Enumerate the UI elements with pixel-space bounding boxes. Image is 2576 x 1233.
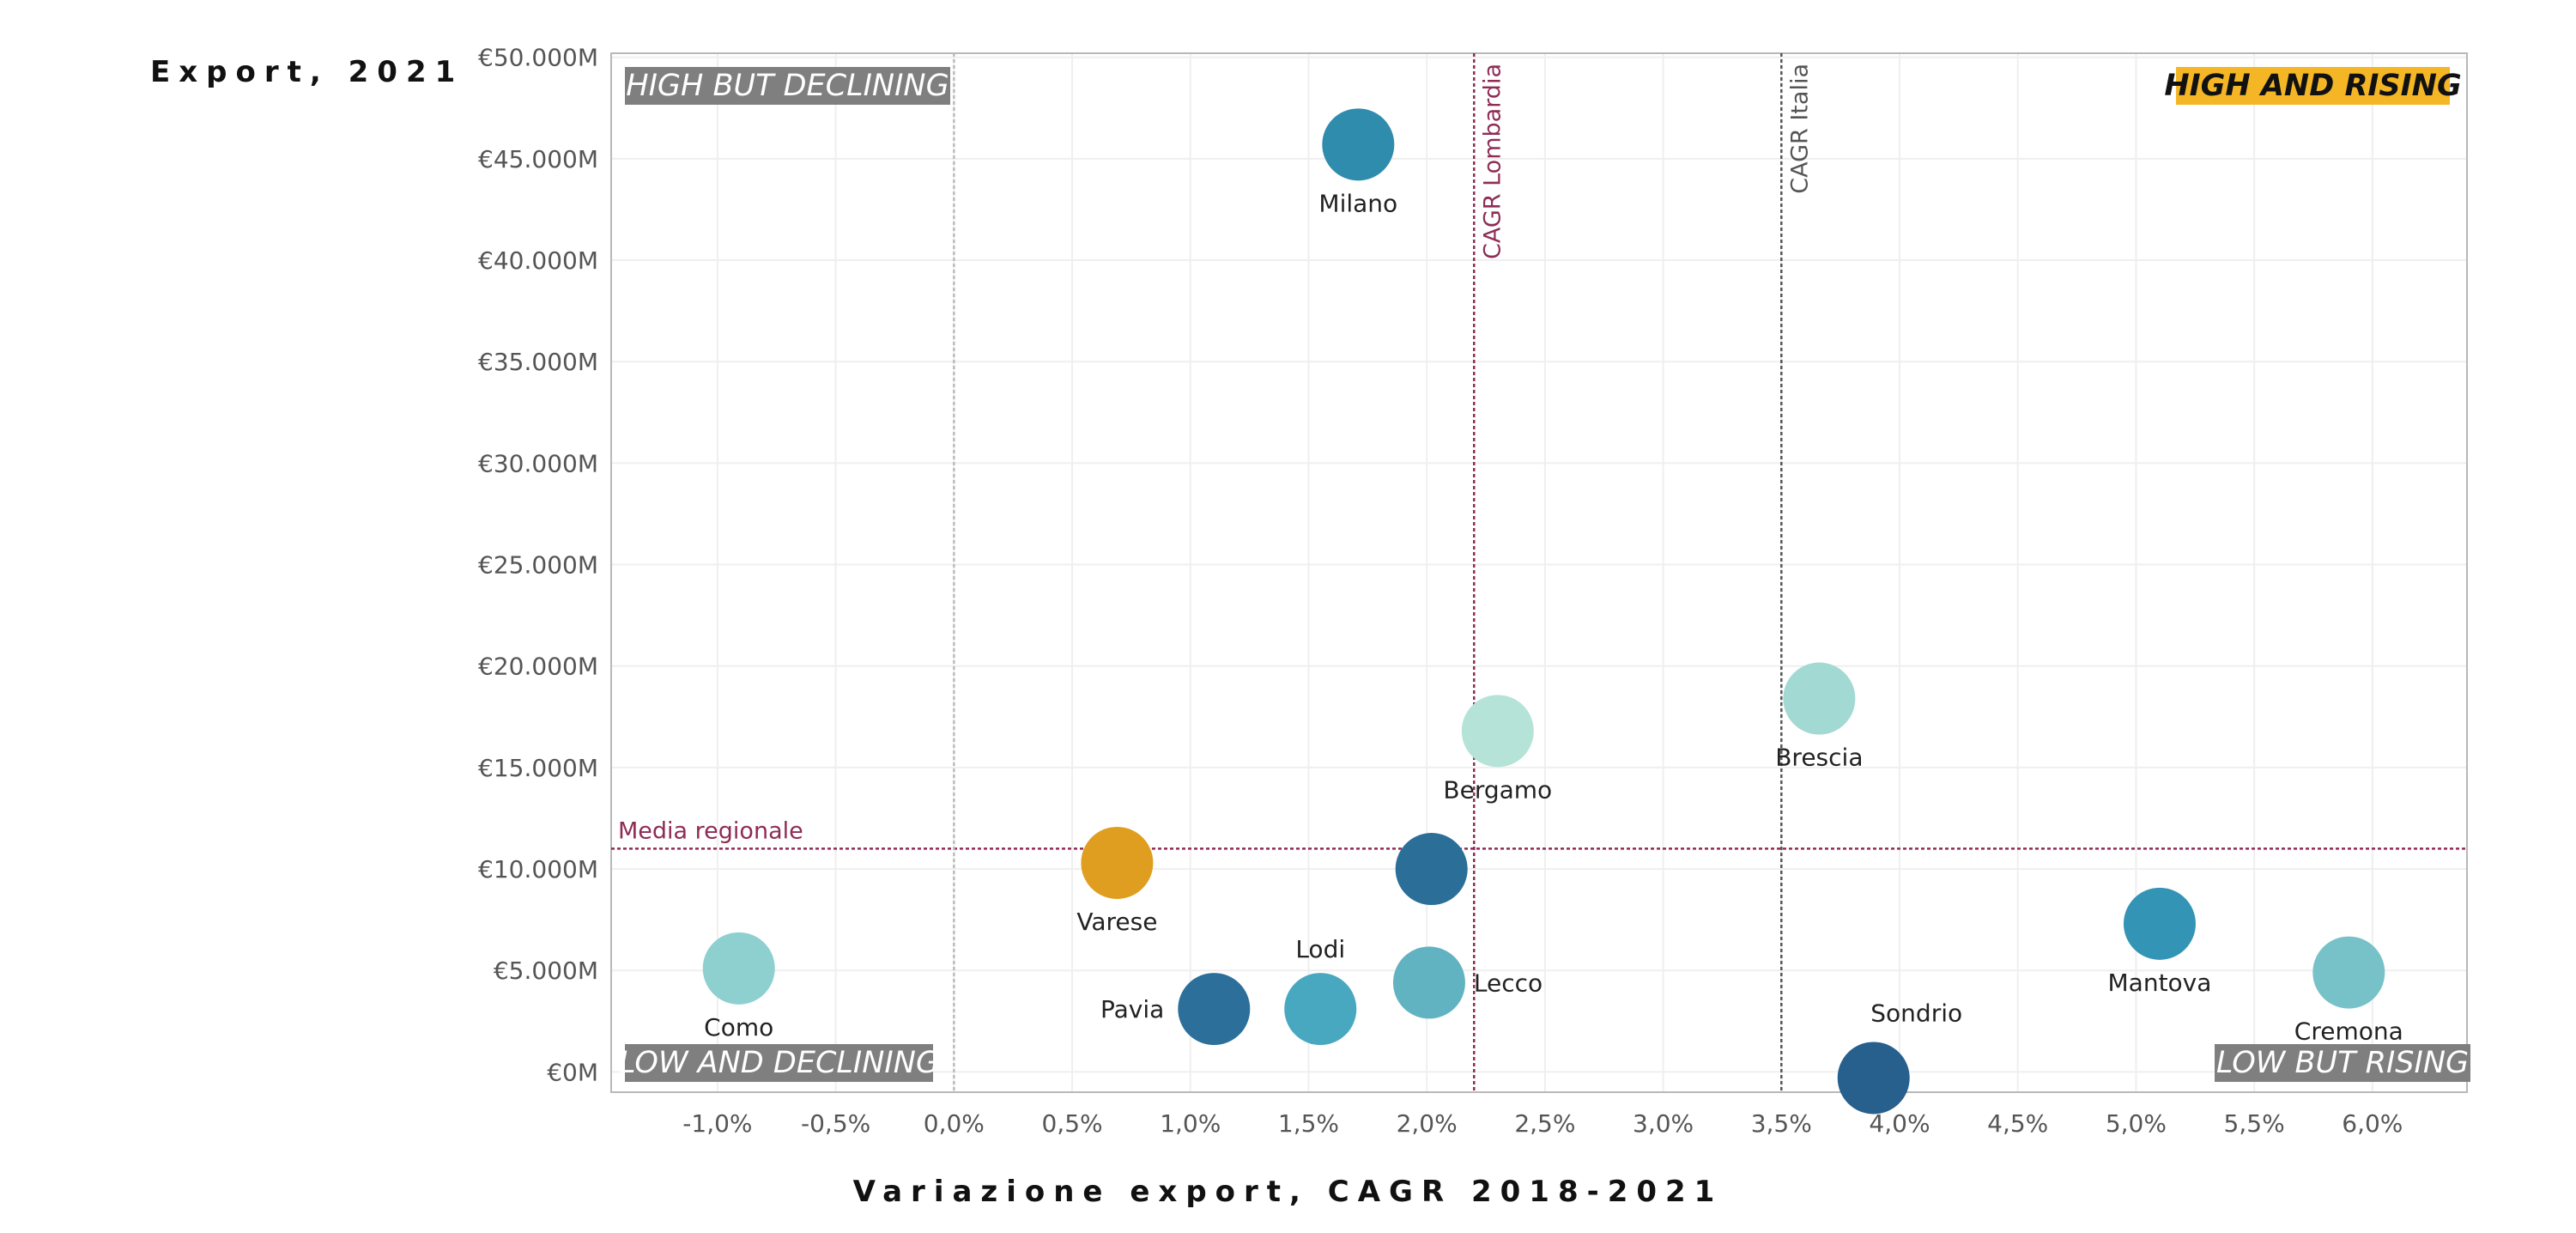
x-tick-label-9: 3,5% (1751, 1109, 1812, 1138)
x-tick-label-12: 5,0% (2106, 1109, 2167, 1138)
x-tick-label-0: -1,0% (682, 1109, 752, 1138)
quadrant-label-low-but-rising: LOW BUT RISING (2216, 1046, 2469, 1080)
x-tick-label-4: 1,0% (1160, 1109, 1221, 1138)
y-tick-label-1: €5.000M (494, 957, 598, 985)
point-label-bergamo: Bergamo (1443, 775, 1552, 804)
data-point-sondrio (1837, 1042, 1910, 1115)
point-label-varese: Varese (1076, 908, 1157, 936)
quadrant-label-bg-high-but-declining (625, 67, 950, 105)
y-tick-label-6: €30.000M (478, 449, 598, 477)
y-tick-label-7: €35.000M (478, 348, 598, 376)
point-label-pavia: Pavia (1100, 995, 1164, 1023)
x-tick-label-5: 1,5% (1278, 1109, 1339, 1138)
quadrant-label-bg-high-and-rising (2176, 67, 2450, 105)
reference-label-cagr-italia: CAGR Italia (1786, 64, 1813, 194)
quadrant-label-high-but-declining: HIGH BUT DECLINING (626, 69, 949, 103)
data-point-monza-e-brianza (1395, 833, 1468, 906)
x-tick-label-7: 2,5% (1514, 1109, 1575, 1138)
x-axis-title: Variazione export, CAGR 2018-2021 (852, 1175, 1724, 1209)
point-label-sondrio: Sondrio (1870, 999, 1962, 1027)
data-point-cremona (2312, 936, 2385, 1009)
y-tick-label-5: €25.000M (478, 551, 598, 580)
reference-label-media-regionale: Media regionale (618, 817, 803, 844)
x-tick-label-8: 3,0% (1633, 1109, 1694, 1138)
data-point-brescia (1783, 662, 1856, 735)
quadrant-label-low-and-declining: LOW AND DECLINING (619, 1046, 939, 1080)
data-point-varese (1081, 826, 1154, 899)
x-tick-label-14: 6,0% (2342, 1109, 2403, 1138)
y-tick-label-2: €10.000M (478, 855, 598, 884)
reference-label-cagr-lombardia: CAGR Lombardia (1479, 64, 1506, 259)
y-tick-label-9: €45.000M (478, 145, 598, 173)
x-tick-label-10: 4,0% (1869, 1109, 1930, 1138)
x-tick-label-2: 0,0% (924, 1109, 985, 1138)
point-label-brescia: Brescia (1775, 744, 1863, 772)
data-point-pavia (1178, 973, 1251, 1046)
quadrant-label-bg-low-but-rising (2215, 1044, 2470, 1082)
point-label-mantova: Mantova (2108, 969, 2212, 997)
point-label-como: Como (704, 1013, 773, 1042)
quadrant-label-high-and-rising: HIGH AND RISING (2164, 69, 2461, 103)
point-label-milano: Milano (1318, 189, 1397, 217)
data-point-lodi (1284, 973, 1357, 1046)
x-tick-label-1: -0,5% (801, 1109, 870, 1138)
quadrant-label-bg-low-and-declining (625, 1044, 933, 1082)
data-point-bergamo (1461, 695, 1534, 768)
x-tick-label-3: 0,5% (1041, 1109, 1102, 1138)
y-axis-title: Export, 2021 (150, 55, 464, 89)
y-tick-label-10: €50.000M (478, 44, 598, 72)
y-tick-label-0: €0M (547, 1058, 598, 1086)
point-label-lodi: Lodi (1295, 935, 1345, 963)
x-tick-label-13: 5,5% (2224, 1109, 2285, 1138)
x-tick-label-11: 4,5% (1987, 1109, 2048, 1138)
data-point-milano (1322, 108, 1395, 181)
point-label-lecco: Lecco (1474, 969, 1543, 997)
x-tick-label-6: 2,0% (1397, 1109, 1458, 1138)
point-label-cremona: Cremona (2294, 1017, 2403, 1046)
y-tick-label-8: €40.000M (478, 246, 598, 275)
y-tick-label-3: €15.000M (478, 754, 598, 782)
data-point-como (702, 932, 775, 1005)
plot-border (610, 52, 2468, 1093)
y-tick-label-4: €20.000M (478, 653, 598, 681)
data-point-mantova (2123, 887, 2196, 960)
data-point-lecco (1392, 946, 1465, 1019)
